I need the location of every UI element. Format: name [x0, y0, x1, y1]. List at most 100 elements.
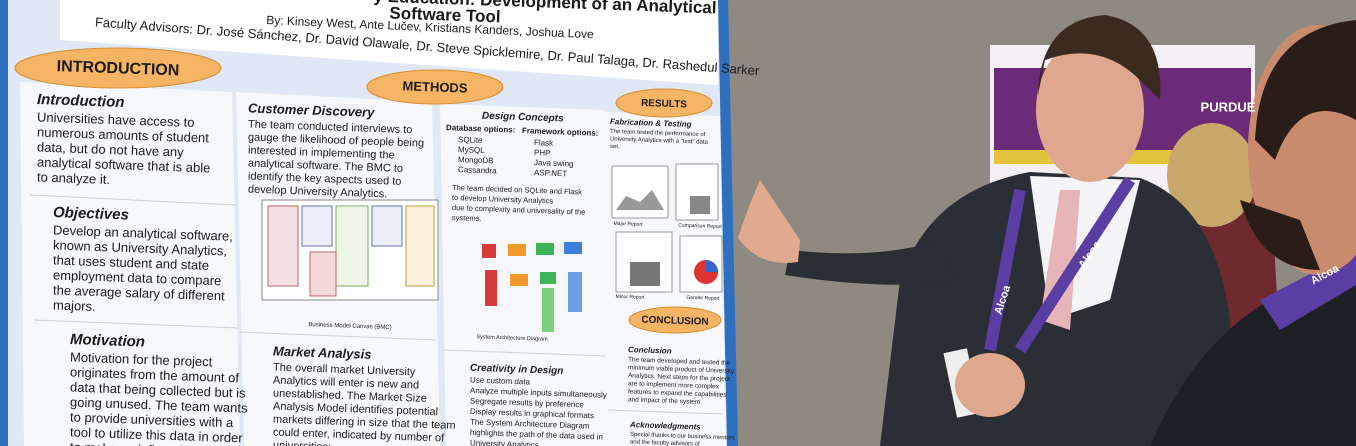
section-text: The team conducted interviews to: [248, 119, 413, 137]
banner-label: CONCLUSION: [641, 314, 709, 327]
woman-hair: [1167, 123, 1257, 227]
lanyard-strap: [984, 176, 1136, 354]
presenter-head: [1036, 38, 1144, 182]
section-text: University Analytics.: [470, 438, 541, 446]
section-text: majors.: [53, 297, 96, 313]
arch-box: [564, 242, 582, 254]
section-text: The System Architecture Diagram: [470, 417, 590, 430]
option-label: Database options:: [446, 123, 516, 134]
section-text: numerous amounts of student: [37, 124, 210, 145]
section-text: The team developed and tested the: [628, 356, 731, 367]
divider: [239, 331, 437, 341]
divider: [29, 194, 237, 206]
divider: [33, 319, 239, 329]
section-heading: Fabrication & Testing: [610, 117, 692, 129]
section-text: identify the key aspects used to: [248, 171, 402, 188]
section-text: analytical software. The BMC to: [248, 158, 403, 175]
sign-text: PURDUE: [1201, 99, 1256, 114]
bmc-cell: [267, 205, 299, 287]
section-text: The team tested the performance of: [610, 129, 706, 138]
section-heading: Design Concepts: [482, 111, 564, 125]
architecture-diagram: [482, 242, 582, 332]
section-text: analytical software that is able: [37, 154, 211, 175]
section-text: Analytics. Next steps for the project: [628, 372, 730, 383]
report-thumbnails: [611, 163, 723, 293]
section-text: Special thanks to our business mentors: [630, 432, 735, 442]
poster-title: Software Tool: [389, 4, 501, 27]
section-heading: Creativity in Design: [470, 363, 564, 377]
figure-caption: Major Report: [613, 221, 643, 228]
section-text: Motivation for the project: [70, 349, 213, 369]
divider: [607, 409, 723, 415]
section-heading: Motivation: [70, 331, 146, 351]
section-text: to analyze it.: [37, 169, 110, 187]
option-item: Java swing: [534, 158, 574, 168]
section-text: interested in implementing the: [248, 145, 395, 162]
presenter-hand: [738, 180, 800, 263]
section-heading: Acknowledgments: [629, 420, 702, 432]
section-text: develop University Analytics.: [248, 184, 388, 201]
banner-label: METHODS: [402, 78, 468, 95]
report-pie-slice: [706, 260, 718, 272]
presenter-hair: [1038, 15, 1161, 100]
section-text: data that being collected but is: [70, 379, 247, 400]
section-text: systems.: [452, 213, 482, 223]
banner-label: RESULTS: [641, 98, 688, 111]
arch-box: [510, 274, 528, 286]
section-text: employment data to compare: [53, 267, 222, 288]
people: [738, 15, 1356, 446]
section-text: set.: [610, 144, 620, 150]
section-text: Display results in graphical formats: [470, 407, 594, 420]
column-1: [20, 82, 240, 446]
section-text: data, but do not have any: [37, 139, 185, 159]
figure-caption: System Architecture Diagram: [476, 334, 548, 342]
section-text: that uses student and state: [53, 252, 210, 272]
observer-hair: [1255, 20, 1356, 160]
section-text: known as University Analytics,: [53, 237, 228, 258]
section-text: unestablished. The Market Size: [273, 388, 427, 405]
section-text: and impact of the system.: [628, 396, 702, 406]
section-text: are to implement more complex: [628, 380, 720, 390]
section-banner: [366, 69, 504, 105]
section-text: universities:: [273, 440, 331, 446]
option-item: ASP.NET: [534, 168, 568, 178]
bmc-cell: [301, 205, 333, 247]
section-text: The overall market University: [273, 362, 416, 379]
section-heading: Customer Discovery: [248, 100, 376, 119]
option-item: MongoDB: [458, 155, 494, 165]
arch-box: [485, 270, 497, 306]
figure-caption: Minor Report: [615, 294, 645, 301]
arch-box: [508, 244, 526, 256]
section-text: originates from the amount of: [70, 364, 240, 385]
section-heading: Introduction: [37, 91, 125, 111]
section-text: University Analytics with a "test" data: [610, 136, 709, 145]
section-text: to make an influential impact.: [70, 439, 239, 446]
title-area: [60, 0, 718, 85]
arch-box: [542, 288, 554, 332]
section-text: Develop an analytical software,: [53, 222, 233, 243]
report-chart: [690, 196, 710, 214]
figure-caption: Gender Report: [686, 295, 720, 302]
observer-suit: [1150, 280, 1356, 446]
report-chart: [616, 190, 664, 210]
banner-label: INTRODUCTION: [56, 58, 179, 79]
presenter-hand: [955, 353, 1025, 417]
bmc-cell: [309, 251, 337, 297]
bmc-cell: [371, 205, 403, 247]
figure-caption: Business Model Canvas (BMC): [308, 322, 392, 331]
section-text: Analysis Model identifies potential: [273, 401, 438, 419]
bmc-diagram: [261, 199, 439, 301]
section-banner: [615, 88, 713, 118]
report-chart: [630, 262, 660, 286]
divider: [443, 349, 607, 357]
option-item: MySQL: [458, 145, 486, 155]
section-heading: Market Analysis: [273, 343, 372, 361]
section-text: features to expand the capabilities: [628, 388, 728, 398]
option-item: SQLite: [458, 135, 483, 145]
section-text: to develop University Analytics: [452, 193, 554, 206]
section-text: Segregate results by preference: [470, 396, 585, 409]
bmc-cell: [405, 205, 435, 287]
option-item: Flask: [534, 138, 554, 148]
option-label: Framework options:: [522, 126, 599, 138]
